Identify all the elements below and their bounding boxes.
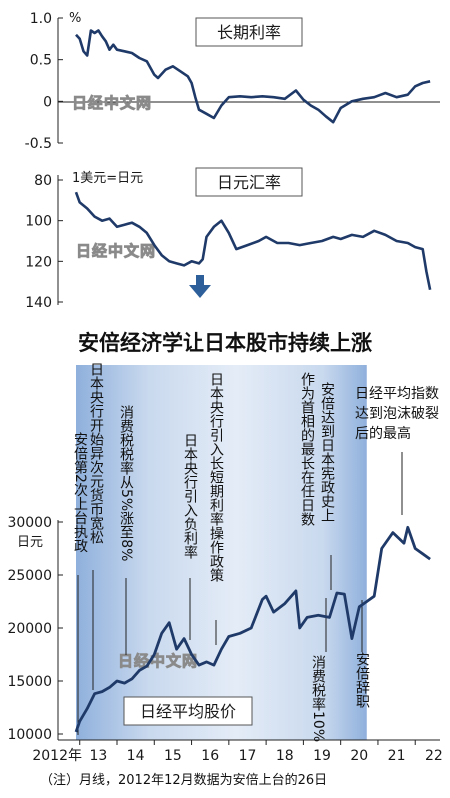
- down-arrow-icon: [189, 275, 211, 298]
- y-tick-label: 100: [25, 214, 52, 230]
- y-tick-label: 25000: [7, 568, 52, 584]
- yen-rate-title-box: [195, 167, 303, 197]
- y-tick-label: 30000: [7, 515, 52, 531]
- annotation-negative-rate: 日本央行引入负利率: [182, 433, 198, 559]
- yen-rate-unit: 1美元=日元: [72, 171, 143, 186]
- yen-rate-panel: 80 100 120 140 1美元=日元 日元汇率 日经中文网: [25, 167, 432, 311]
- nikkei-panel: 30000 25000 20000 15000 10000 2012年 13 14 15 16 1…: [7, 362, 443, 764]
- nikkei-title: 日经平均股价: [140, 702, 236, 721]
- nikkei-ticks: 30000 25000 20000 15000 10000: [7, 515, 63, 743]
- interest-rate-panel: 1.0 0.5 0 -0.5 % 长期利率 日经中文网: [25, 11, 440, 152]
- nikkei-unit: 日元: [17, 535, 43, 550]
- watermark: 日经中文网: [76, 242, 156, 260]
- y-tick-label: 120: [25, 254, 52, 270]
- annotation-consumption-tax-8: 消费税税率从5%涨至8%: [118, 405, 134, 561]
- annotation-consumption-tax-10: 消费税率10%: [310, 655, 326, 742]
- annotation-longest-tenure-1: 安倍达到日本宪政史上: [319, 382, 335, 522]
- yen-rate-ticks: 80 100 120 140: [25, 173, 63, 311]
- y-tick-label: 1.0: [30, 11, 52, 27]
- watermark: 日经中文网: [72, 94, 152, 112]
- y-tick-label: 0: [43, 94, 52, 110]
- interest-rate-title: 长期利率: [217, 23, 281, 42]
- yen-rate-series-line: [74, 191, 432, 291]
- annotations: 安倍第2次上台执政 日本央行开始异次元货币宽松 消费税税率从5%涨至8% 日本央…: [72, 362, 370, 742]
- abe-term-shaded-band: [76, 365, 367, 740]
- x-tick-label: 14: [127, 748, 145, 764]
- footnote: （注）月线，2012年12月数据为安倍上台的26日: [40, 772, 327, 788]
- interest-rate-title-box: [195, 17, 303, 47]
- x-tick-label: 16: [201, 748, 219, 764]
- x-tick-label-first: 2012年: [32, 748, 82, 764]
- x-tick-label: 21: [388, 748, 406, 764]
- y-tick-label: 10000: [7, 727, 52, 743]
- x-tick-label: 19: [313, 748, 331, 764]
- y-tick-label: 80: [34, 173, 52, 189]
- x-tick-label: 22: [425, 748, 443, 764]
- watermark: 日经中文网: [118, 652, 198, 670]
- x-tick-label: 15: [164, 748, 182, 764]
- y-tick-label: 20000: [7, 621, 52, 637]
- y-tick-label: -0.5: [25, 136, 52, 152]
- headline: 安倍经济学让日本股市持续上涨: [78, 331, 372, 355]
- annotation-nikkei-high: 日经平均指数 达到泡沫破裂 后的最高: [355, 386, 443, 442]
- annotation-leader-lines: [77, 452, 403, 735]
- y-tick-label: 0.5: [30, 53, 52, 69]
- interest-rate-ticks: 1.0 0.5 0 -0.5: [25, 11, 63, 152]
- x-tick-label: 18: [276, 748, 294, 764]
- x-tick-label: 17: [239, 748, 257, 764]
- y-tick-label: 140: [25, 295, 52, 311]
- x-axis-ticks: 2012年 13 14 15 16 17 18 19 20 21 22: [32, 740, 443, 764]
- annotation-ycc: 日本央行引入长短期利率操作政策: [208, 372, 224, 582]
- y-tick-label: 15000: [7, 674, 52, 690]
- annotation-boj-qqe: 日本央行开始异次元货币宽松: [88, 362, 104, 544]
- yen-rate-title: 日元汇率: [217, 173, 281, 192]
- annotation-abe-resign: 安倍辞职: [354, 652, 370, 708]
- nikkei-title-box: [123, 696, 253, 726]
- interest-rate-series-line: [75, 29, 431, 124]
- x-tick-label: 13: [89, 748, 107, 764]
- annotation-longest-tenure-2: 作为首相的最长在任日数: [299, 372, 315, 526]
- nikkei-series-line: [74, 525, 431, 733]
- x-tick-label: 20: [350, 748, 368, 764]
- annotation-abe-second-term: 安倍第2次上台执政: [72, 432, 88, 553]
- interest-rate-unit: %: [69, 11, 81, 26]
